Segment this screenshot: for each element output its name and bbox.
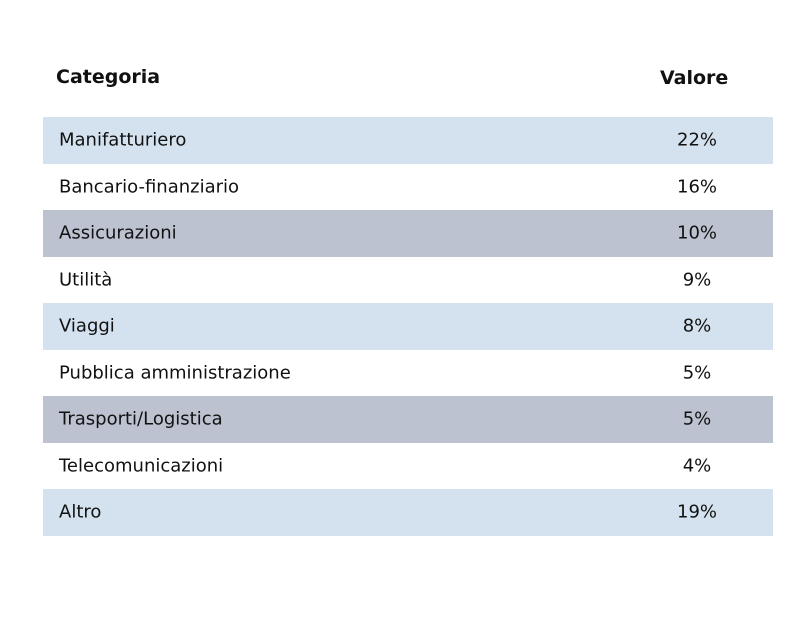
row-category: Pubblica amministrazione [59,362,291,384]
table-body: Manifatturiero 22% Bancario-finanziario 16%… [43,117,773,536]
row-category: Utilità [59,269,113,291]
row-value: 19% [676,501,718,523]
table-row: Utilità 9% [43,256,773,303]
row-value: 16% [676,176,718,198]
row-value: 8% [682,315,712,337]
row-category: Manifatturiero [59,129,187,151]
table-row: Viaggi 8% [43,303,773,350]
table-header: Categoria Valore [43,58,773,117]
header-value: Valore [660,67,729,89]
header-category: Categoria [56,66,161,88]
row-value: 4% [682,455,712,477]
row-category: Viaggi [59,315,115,337]
row-value: 22% [676,129,718,151]
table-row: Pubblica amministrazione 5% [43,349,773,396]
row-value: 5% [682,408,712,430]
data-table: Categoria Valore Manifatturiero 22% Bancar… [43,58,773,536]
table-row: Bancario-finanziario 16% [43,163,773,210]
row-category: Telecomunicazioni [59,455,224,477]
row-category: Bancario-finanziario [59,176,240,198]
table-row: Assicurazioni 10% [43,210,773,257]
row-category: Trasporti/Logistica [59,408,223,430]
table-row: Altro 19% [43,489,773,536]
table-row: Manifatturiero 22% [43,117,773,164]
table-row: Telecomunicazioni 4% [43,442,773,489]
row-value: 9% [682,269,712,291]
row-value: 5% [682,362,712,384]
table-row: Trasporti/Logistica 5% [43,396,773,443]
row-category: Assicurazioni [59,222,177,244]
row-category: Altro [59,501,102,523]
row-value: 10% [676,222,718,244]
